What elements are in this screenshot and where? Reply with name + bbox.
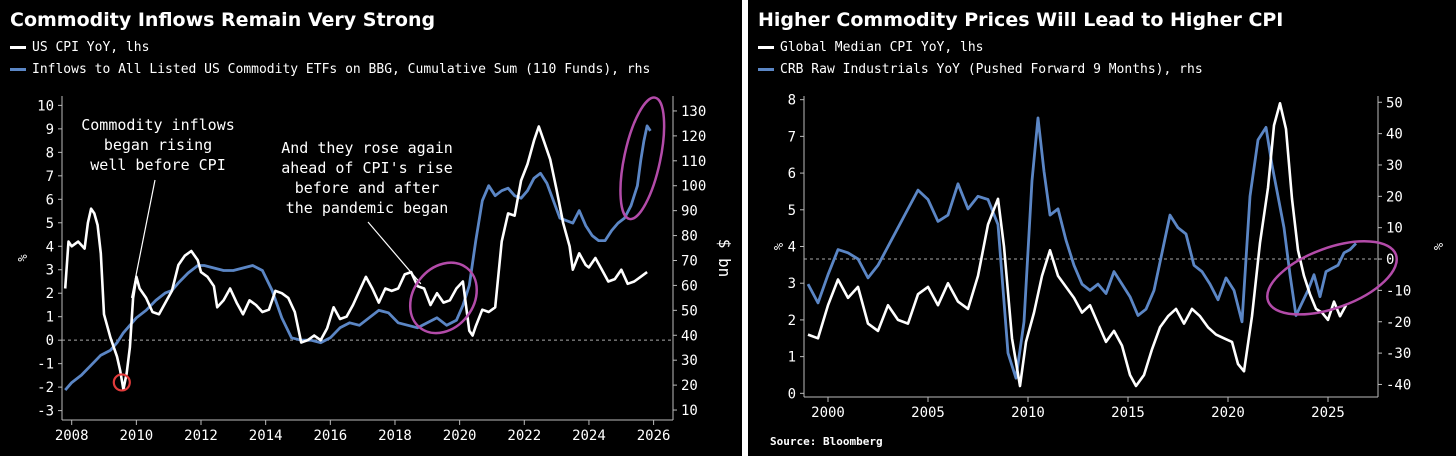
y-left-tick-label: -3	[37, 404, 54, 420]
y-left-tick-label: 5	[788, 203, 796, 219]
y-right-tick-label: -30	[1386, 346, 1411, 362]
y-right-tick-label: 20	[681, 378, 698, 394]
y-right-tick-label: 50	[681, 303, 698, 319]
y-left-tick-label: 10	[37, 98, 54, 114]
y-left-tick-label: 9	[46, 122, 54, 138]
chart-plot-commodity-prices-cpi: 2000 2005 2010 2015 2020 2025012345678-40-30-…	[771, 93, 1445, 421]
y-left-tick-label: 4	[788, 240, 796, 256]
chart-panel-commodity-prices-cpi: Higher Commodity Prices Will Lead to Hig…	[748, 0, 1456, 456]
source-note: Source: Bloomberg	[770, 435, 883, 448]
y-right-tick-label: 110	[681, 154, 706, 170]
legend-item-crb-raw-industrials: CRB Raw Industrials YoY (Pushed Forward …	[758, 62, 1203, 77]
legend-label: CRB Raw Industrials YoY (Pushed Forward …	[780, 62, 1203, 77]
y-left-tick-label: 3	[46, 263, 54, 279]
y-left-tick-label: -2	[37, 380, 54, 396]
annotation-leader-line	[367, 221, 422, 285]
x-tick-label: 2010	[1011, 405, 1045, 421]
y-right-tick-label: 90	[681, 204, 698, 220]
series-line-us-cpi-yoy	[63, 125, 648, 391]
y-right-tick-label: 120	[681, 129, 706, 145]
y-right-axis-label: $ bn	[715, 239, 734, 278]
y-right-tick-label: 40	[681, 328, 698, 344]
x-tick-label: 2012	[184, 428, 218, 444]
x-tick-label: 2000	[811, 405, 845, 421]
y-right-tick-label: -10	[1386, 283, 1411, 299]
highlight-ellipse-2025-inflows	[619, 96, 666, 221]
y-right-tick-label: -40	[1386, 377, 1411, 393]
y-right-tick-label: 100	[681, 179, 706, 195]
annotation-leader-line	[130, 179, 156, 299]
x-tick-label: 2024	[572, 428, 606, 444]
y-right-tick-label: 70	[681, 253, 698, 269]
y-right-tick-label: 10	[1386, 221, 1403, 237]
y-right-tick-label: 50	[1386, 95, 1403, 111]
x-tick-label: 2020	[443, 428, 477, 444]
legend-item-commodity-etf-inflows: Inflows to All Listed US Commodity ETFs …	[10, 62, 650, 77]
y-right-tick-label: 60	[681, 278, 698, 294]
legend-item-us-cpi: US CPI YoY, lhs	[10, 40, 149, 55]
y-right-tick-label: 80	[681, 229, 698, 245]
annotation-commodity-inflows-rising: Commodity inflows began rising well before…	[81, 116, 235, 174]
chart-panel-commodity-inflows: Commodity Inflows Remain Very Strong US …	[0, 0, 742, 456]
y-right-tick-label: 130	[681, 104, 706, 120]
highlight-circle-2009-low	[112, 373, 131, 392]
y-left-tick-label: 0	[46, 333, 54, 349]
x-tick-label: 2026	[637, 428, 671, 444]
legend-swatch	[758, 68, 774, 71]
series-line-global-median-cpi-yoy	[807, 102, 1348, 388]
y-left-tick-label: 7	[788, 129, 796, 145]
x-tick-label: 2005	[911, 405, 945, 421]
x-tick-label: 2010	[119, 428, 153, 444]
legend-swatch	[758, 46, 774, 49]
x-tick-label: 2025	[1311, 405, 1345, 421]
y-left-tick-label: 1	[46, 310, 54, 326]
y-right-tick-label: -20	[1386, 315, 1411, 331]
legend-label: US CPI YoY, lhs	[32, 40, 150, 55]
y-right-tick-label: 30	[1386, 158, 1403, 174]
y-right-axis-label: %	[1431, 243, 1445, 251]
y-left-axis-label: %	[771, 243, 785, 251]
x-tick-label: 2008	[55, 428, 89, 444]
legend-item-global-median-cpi: Global Median CPI YoY, lhs	[758, 40, 984, 55]
y-left-tick-label: 4	[46, 239, 54, 255]
x-tick-label: 2014	[249, 428, 283, 444]
y-right-tick-label: 20	[1386, 189, 1403, 205]
y-left-tick-label: 6	[46, 192, 54, 208]
x-tick-label: 2022	[507, 428, 541, 444]
y-left-axis-label: %	[15, 254, 29, 262]
y-right-tick-label: 40	[1386, 127, 1403, 143]
legend-swatch	[10, 68, 26, 71]
y-left-tick-label: 8	[788, 93, 796, 109]
annotation-rose-again-pandemic: And they rose again ahead of CPI's rise be…	[281, 139, 453, 217]
y-left-tick-label: 2	[788, 313, 796, 329]
y-right-tick-label: 0	[1386, 252, 1394, 268]
highlight-ellipse-recent-crb	[1266, 240, 1398, 316]
legend-swatch	[10, 46, 26, 49]
chart-plot-commodity-inflows: 2008 2010 2012 2014 2016 2018 2020 2022 2024 2026…	[15, 96, 734, 444]
y-left-tick-label: -1	[37, 357, 54, 373]
legend-label: Inflows to All Listed US Commodity ETFs …	[32, 62, 651, 77]
y-left-tick-label: 2	[46, 286, 54, 302]
x-tick-label: 2016	[313, 428, 347, 444]
x-tick-label: 2018	[378, 428, 412, 444]
y-left-tick-label: 0	[788, 386, 796, 402]
highlight-ellipse-2019-2020	[408, 261, 478, 335]
y-left-tick-label: 6	[788, 166, 796, 182]
series-line-inflows-to-all-listed-us-commodity-etfs-on-bbg-cumulative-sum-110-funds	[64, 124, 652, 392]
y-right-tick-label: 10	[681, 403, 698, 419]
y-left-tick-label: 8	[46, 145, 54, 161]
chart-title: Higher Commodity Prices Will Lead to Hig…	[758, 9, 1284, 31]
legend-label: Global Median CPI YoY, lhs	[780, 40, 984, 55]
x-tick-label: 2015	[1111, 405, 1145, 421]
y-left-tick-label: 5	[46, 216, 54, 232]
y-right-tick-label: 30	[681, 353, 698, 369]
y-left-tick-label: 1	[788, 350, 796, 366]
x-tick-label: 2020	[1211, 405, 1245, 421]
chart-title: Commodity Inflows Remain Very Strong	[10, 9, 436, 31]
y-left-tick-label: 3	[788, 276, 796, 292]
series-line-crb-raw-industrials-yoy-pushed-forward-9-months	[806, 116, 1358, 380]
y-left-tick-label: 7	[46, 169, 54, 185]
